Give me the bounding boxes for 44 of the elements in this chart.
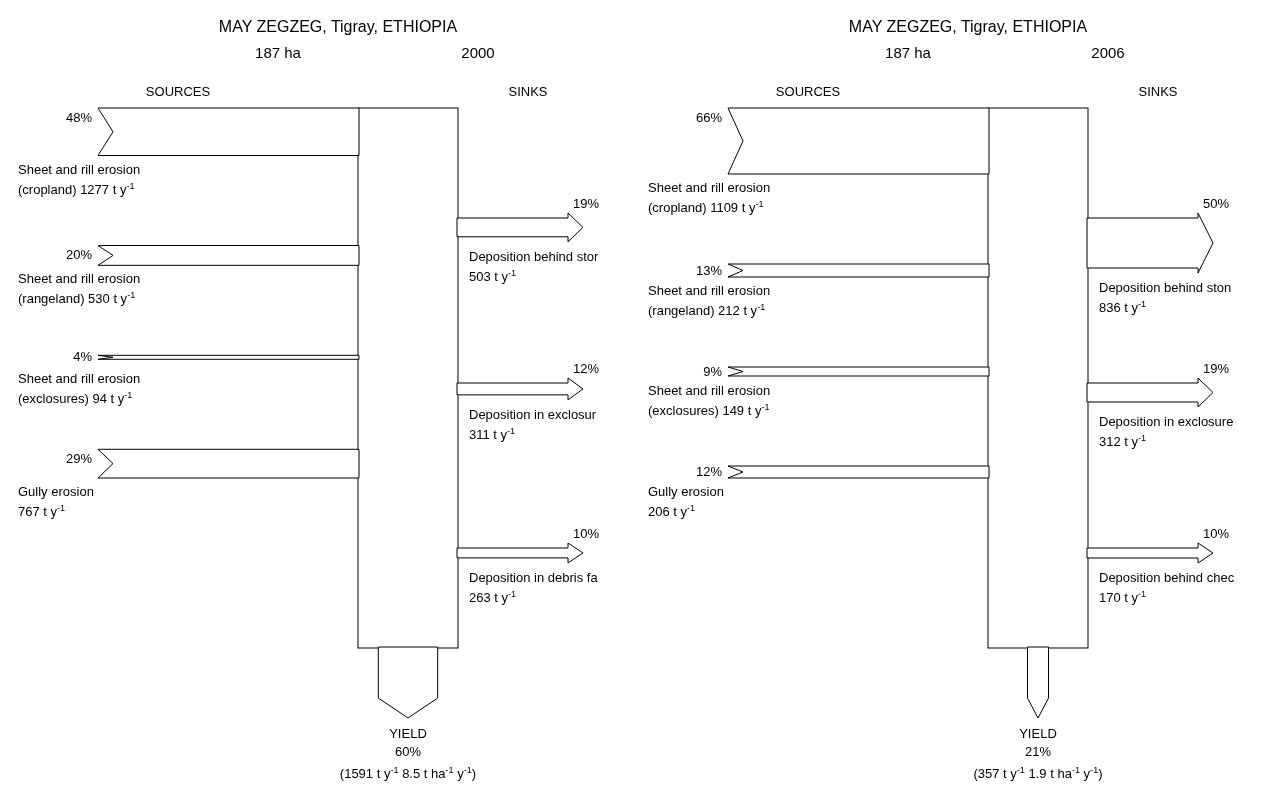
data-label: 29% xyxy=(65,451,93,467)
legend-label: SOURCES xyxy=(775,84,841,99)
text: 2006 xyxy=(1091,44,1125,61)
text: 187 ha xyxy=(255,44,302,61)
legend-label: YIELD xyxy=(1019,726,1057,741)
category-label: (357 t y$^{-1}$ 1.9 t ha$^{-1}$ y$^{-1}$) xyxy=(973,765,1103,781)
data-label: 19% xyxy=(573,196,600,211)
data-label: 19% xyxy=(1203,361,1230,376)
legend-label: YIELD xyxy=(389,726,427,741)
category-label: Sheet and rill erosion (rangeland) 212 t y$^{-1}$ xyxy=(648,283,771,318)
data-label: 66% xyxy=(695,110,723,125)
legend-label: SINKS xyxy=(508,84,548,99)
category-label: Sheet and rill erosion (rangeland) 530 t y$^{-1}$ xyxy=(18,271,141,307)
text: 187 ha xyxy=(885,44,932,61)
data-label: 10% xyxy=(573,526,600,541)
data-label: 4% xyxy=(73,349,93,365)
data-label: 50% xyxy=(1203,196,1230,211)
data-label: 60% xyxy=(394,744,422,759)
category-label: Deposition behind ston 836 t y$^{-1}$ xyxy=(1099,280,1232,315)
category-label: Deposition behind chec 170 t y$^{-1}$ xyxy=(1099,570,1235,605)
category-label: Deposition behind stor 503 t y$^{-1}$ xyxy=(469,248,600,284)
category-label: Deposition in debris fa 263 t y$^{-1}$ xyxy=(469,569,599,605)
data-label: 12% xyxy=(573,361,600,376)
data-label: 10% xyxy=(1203,526,1230,541)
category-label: Sheet and rill erosion (exclosures) 149 t y$^{-1}$ xyxy=(648,383,771,418)
category-label: (1591 t y$^{-1}$ 8.5 t ha$^{-1}$ y$^{-1}$) xyxy=(339,765,477,781)
data-label: 21% xyxy=(1024,744,1052,759)
legend-label: SOURCES xyxy=(145,84,211,99)
category-label: Sheet and rill erosion (cropland) 1109 t y$^{-1}$ xyxy=(648,180,771,215)
category-label: Gully erosion 206 t y$^{-1}$ xyxy=(648,484,724,519)
text: 2000 xyxy=(461,44,495,61)
data-label: 48% xyxy=(65,110,93,125)
text: MAY ZEGZEG, Tigray, ETHIOPIA xyxy=(848,18,1088,35)
data-label: 12% xyxy=(695,464,723,479)
data-label: 13% xyxy=(695,262,723,278)
category-label: Sheet and rill erosion (cropland) 1277 t y$^{-1}$ xyxy=(18,161,141,197)
category-label: Gully erosion 767 t y$^{-1}$ xyxy=(18,484,94,519)
data-label: 20% xyxy=(65,247,93,263)
legend-label: SINKS xyxy=(1138,84,1178,99)
category-label: Deposition in exclosure 312 t y$^{-1}$ xyxy=(1099,414,1234,449)
category-label: Sheet and rill erosion (exclosures) 94 t y$^{-1}$ xyxy=(18,371,141,407)
text: MAY ZEGZEG, Tigray, ETHIOPIA xyxy=(218,18,458,35)
data-label: 9% xyxy=(703,363,723,379)
category-label: Deposition in exclosur 311 t y$^{-1}$ xyxy=(469,406,597,442)
